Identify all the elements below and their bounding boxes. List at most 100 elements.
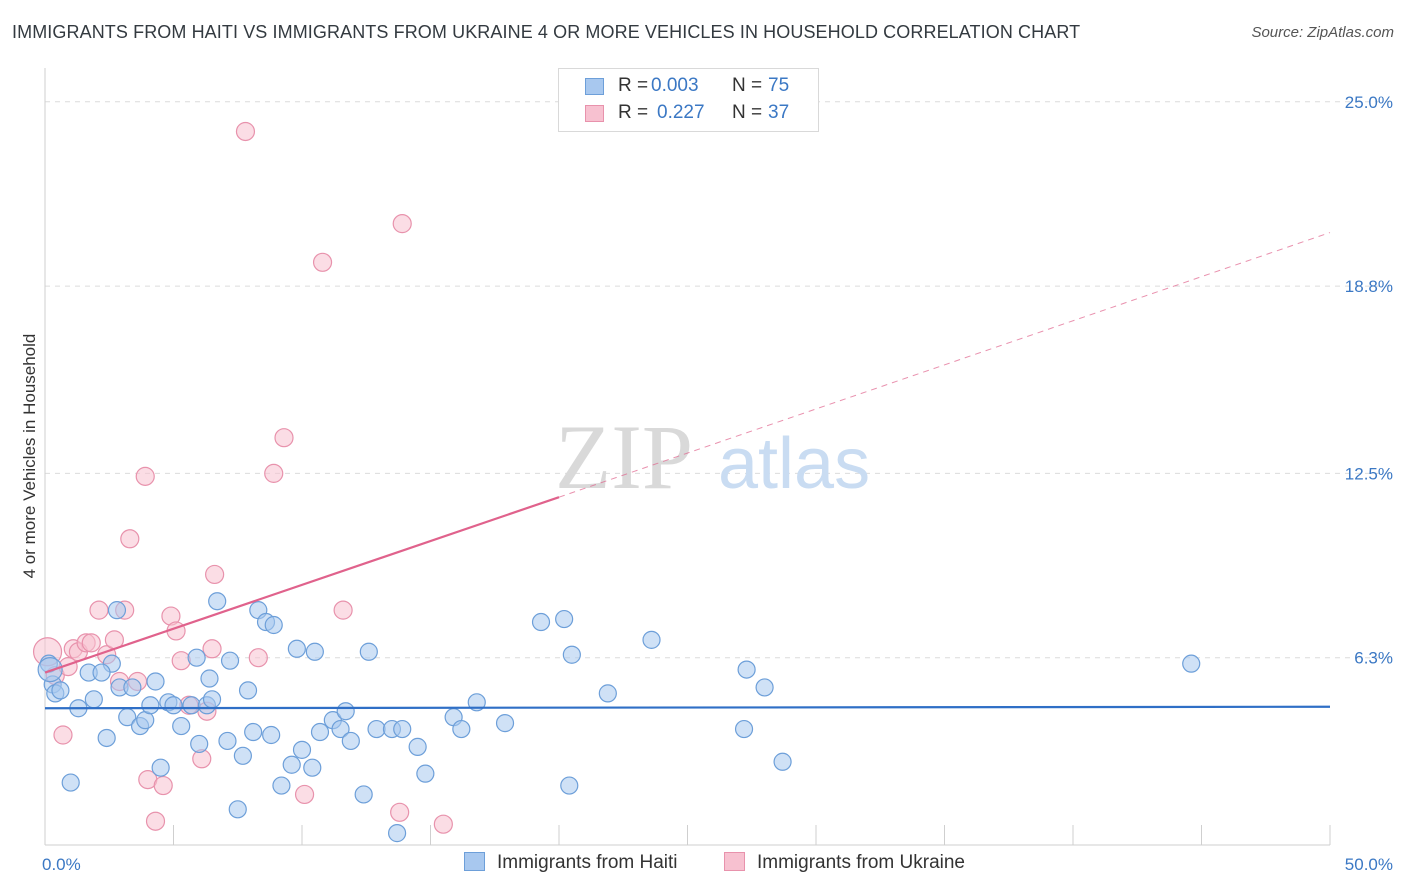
haiti-point bbox=[262, 725, 281, 745]
ukraine-point bbox=[312, 252, 333, 272]
haiti-point bbox=[555, 609, 574, 629]
haiti-point bbox=[107, 601, 127, 620]
ukraine-legend-swatch-icon bbox=[724, 852, 745, 871]
haiti-point bbox=[408, 737, 427, 756]
haiti-point bbox=[282, 755, 301, 774]
haiti-points bbox=[37, 592, 1201, 843]
haiti-point bbox=[755, 678, 774, 697]
ukraine-point bbox=[153, 775, 173, 796]
haiti-point bbox=[354, 785, 373, 804]
haiti-point bbox=[310, 722, 330, 742]
haiti-point bbox=[287, 639, 306, 658]
haiti-point bbox=[1182, 654, 1201, 673]
ukraine-trend-line bbox=[44, 496, 560, 674]
haiti-point bbox=[341, 731, 360, 751]
haiti-swatch-icon bbox=[585, 78, 604, 95]
ukraine-point bbox=[392, 214, 412, 234]
watermark-zip: ZIP bbox=[555, 406, 693, 508]
haiti-point bbox=[734, 719, 754, 739]
trend-lines bbox=[44, 232, 1331, 710]
x-tick-label-1: 50.0% bbox=[1345, 855, 1393, 874]
haiti-point bbox=[737, 660, 756, 679]
haiti-point bbox=[123, 678, 142, 697]
source-label: Source: ZipAtlas.com bbox=[1251, 24, 1394, 41]
haiti-point bbox=[303, 758, 322, 777]
correlation-legend: R = 0.003 N = 75 R = 0.227 N = 37 bbox=[558, 68, 819, 132]
ukraine-point bbox=[264, 463, 284, 483]
watermark-atlas: atlas bbox=[718, 424, 870, 504]
haiti-point bbox=[642, 630, 661, 649]
ukraine-point bbox=[248, 648, 268, 668]
haiti-point bbox=[393, 719, 412, 739]
ukraine-point bbox=[390, 802, 410, 822]
haiti-point bbox=[452, 719, 471, 739]
y-tick-label-0: 6.3% bbox=[1354, 649, 1393, 668]
haiti-point bbox=[367, 719, 386, 739]
grid-lines bbox=[45, 101, 1392, 659]
ukraine-point bbox=[205, 564, 225, 585]
x-tick-label-0: 0.0% bbox=[42, 855, 81, 874]
chart-title: IMMIGRANTS FROM HAITI VS IMMIGRANTS FROM… bbox=[12, 22, 1081, 42]
y-tick-label-2: 18.8% bbox=[1345, 277, 1393, 296]
haiti-point bbox=[218, 731, 237, 751]
ukraine-point bbox=[202, 639, 222, 659]
haiti-point bbox=[387, 824, 407, 843]
haiti-point bbox=[51, 681, 70, 700]
legend-haiti-n-value: 75 bbox=[768, 75, 790, 96]
legend-haiti-r-label: R = bbox=[618, 75, 649, 96]
haiti-point bbox=[202, 690, 222, 709]
haiti-point bbox=[560, 776, 579, 795]
haiti-point bbox=[773, 752, 792, 771]
ukraine-point bbox=[81, 633, 101, 653]
ukraine-point bbox=[274, 428, 294, 448]
ukraine-point bbox=[120, 529, 140, 549]
ukraine-point bbox=[135, 466, 155, 486]
legend-ukraine-r-label: R = bbox=[618, 102, 649, 123]
haiti-point bbox=[208, 592, 227, 611]
haiti-point bbox=[359, 642, 378, 661]
haiti-point bbox=[416, 764, 435, 783]
ukraine-point bbox=[235, 121, 256, 142]
bottom-legend-ukraine: Immigrants from Ukraine bbox=[724, 852, 965, 874]
bottom-legend-haiti-label: Immigrants from Haiti bbox=[497, 852, 678, 873]
haiti-point bbox=[61, 773, 80, 792]
haiti-point bbox=[97, 728, 116, 748]
haiti-point bbox=[244, 722, 263, 742]
haiti-point bbox=[598, 684, 617, 703]
haiti-point bbox=[331, 719, 350, 739]
haiti-point bbox=[190, 734, 209, 754]
legend-haiti-n-label: N = bbox=[732, 75, 763, 96]
ukraine-point bbox=[294, 784, 315, 805]
haiti-point bbox=[562, 645, 581, 664]
haiti-trend-line bbox=[44, 705, 1331, 710]
haiti-legend-swatch-icon bbox=[464, 852, 485, 871]
x-tick-labels: 0.0% 50.0% bbox=[42, 855, 1393, 874]
legend-haiti-r-value: 0.003 bbox=[651, 75, 699, 96]
haiti-point bbox=[220, 651, 240, 670]
y-tick-label-3: 25.0% bbox=[1345, 93, 1393, 112]
haiti-point bbox=[467, 693, 486, 712]
haiti-point bbox=[37, 656, 63, 683]
ukraine-point bbox=[333, 600, 353, 620]
haiti-point bbox=[151, 758, 170, 777]
haiti-point bbox=[233, 746, 252, 765]
ukraine-point bbox=[433, 814, 453, 834]
haiti-point bbox=[200, 669, 219, 688]
ukraine-point bbox=[53, 725, 73, 745]
haiti-point bbox=[164, 696, 183, 715]
ukraine-point bbox=[171, 651, 191, 671]
haiti-point bbox=[228, 800, 247, 819]
haiti-point bbox=[292, 740, 312, 759]
legend-ukraine-n-value: 37 bbox=[768, 102, 790, 123]
legend-ukraine-n-label: N = bbox=[732, 102, 763, 123]
y-axis-label: 4 or more Vehicles in Household bbox=[20, 334, 39, 579]
ukraine-trend-extension bbox=[558, 232, 1331, 498]
ukraine-swatch-icon bbox=[585, 105, 604, 122]
haiti-point bbox=[264, 615, 283, 635]
haiti-point bbox=[146, 672, 165, 691]
y-tick-labels: 6.3% 12.5% 18.8% 25.0% bbox=[1345, 93, 1393, 668]
haiti-point bbox=[92, 663, 111, 682]
ukraine-point bbox=[145, 811, 166, 831]
ukraine-point bbox=[89, 600, 109, 620]
